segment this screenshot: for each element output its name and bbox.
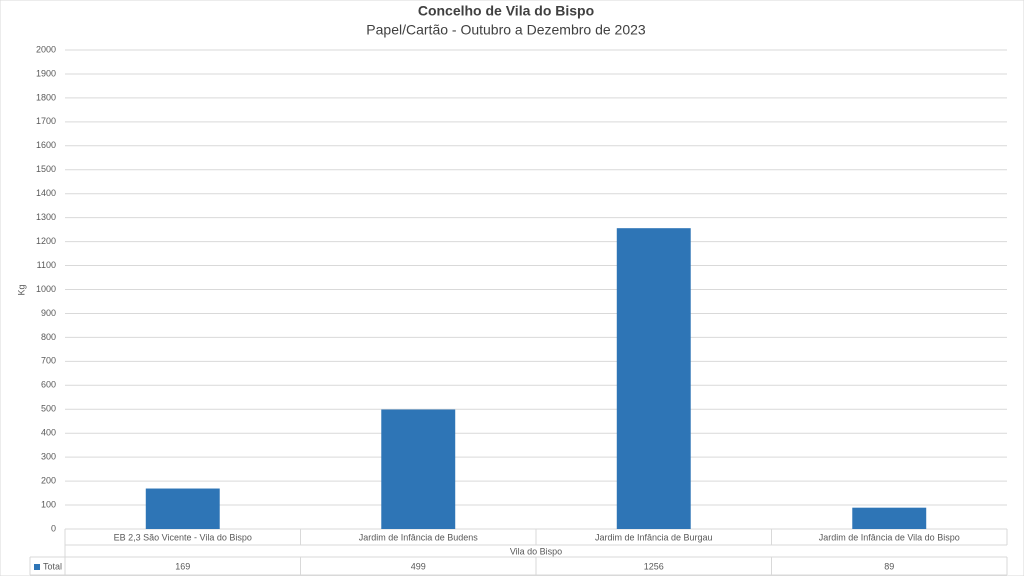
y-tick-label: 600 [41,380,56,390]
table-value: 169 [175,561,190,571]
y-tick-label: 1200 [36,236,56,246]
bar [145,488,220,529]
x-tick-label: Jardim de Infância de Vila do Bispo [819,532,960,542]
y-tick-label: 800 [41,332,56,342]
chart-title: Concelho de Vila do Bispo [418,3,594,19]
y-tick-label: 200 [41,475,56,485]
table-value: 89 [884,561,894,571]
y-tick-label: 700 [41,356,56,366]
y-tick-label: 1700 [36,116,56,126]
y-tick-label: 0 [51,523,56,533]
y-tick-label: 1400 [36,188,56,198]
y-axis-label: Kg [16,284,26,295]
x-axis-label: Vila do Bispo [510,546,562,556]
x-tick-label: EB 2,3 São Vicente - Vila do Bispo [114,532,252,542]
y-tick-label: 1900 [36,68,56,78]
bar [381,409,456,529]
legend-key [34,564,40,570]
y-tick-label: 1000 [36,284,56,294]
table-value: 499 [411,561,426,571]
y-tick-label: 1600 [36,140,56,150]
y-tick-label: 500 [41,404,56,414]
x-tick-label: Jardim de Infância de Budens [359,532,479,542]
y-tick-label: 1800 [36,92,56,102]
bar [616,228,691,530]
x-tick-label: Jardim de Infância de Burgau [595,532,713,542]
y-tick-label: 900 [41,308,56,318]
y-tick-label: 300 [41,452,56,462]
y-tick-label: 2000 [36,44,56,54]
chart-subtitle: Papel/Cartão - Outubro a Dezembro de 202… [366,22,646,38]
legend-label: Total [43,561,62,571]
table-value: 1256 [644,561,664,571]
y-tick-label: 400 [41,428,56,438]
y-tick-label: 1100 [37,260,56,270]
y-tick-label: 1300 [36,212,56,222]
bar [852,507,927,529]
y-tick-label: 100 [41,499,56,509]
y-tick-label: 1500 [36,164,56,174]
